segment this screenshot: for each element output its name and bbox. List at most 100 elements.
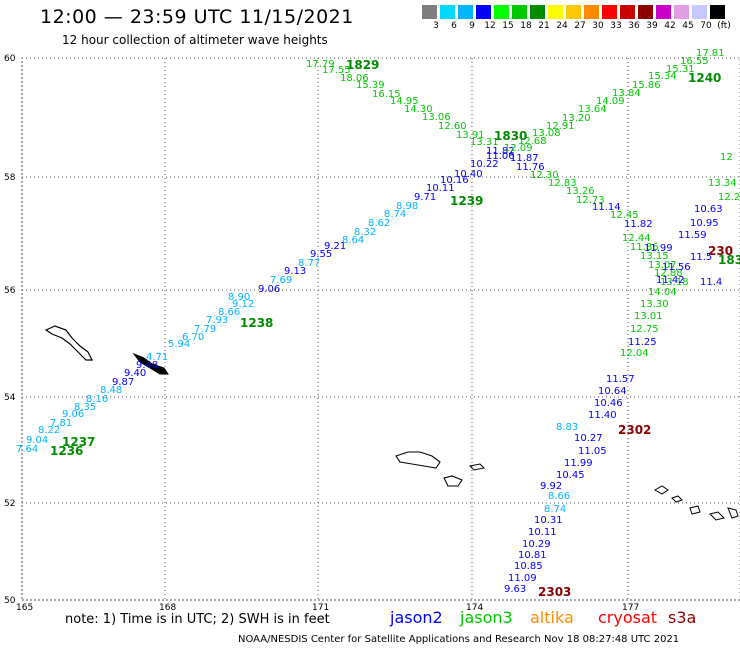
swh-value: 13.30	[640, 299, 669, 310]
colorbar-label: 30	[592, 21, 604, 31]
swh-value: 7.93	[206, 315, 228, 326]
swh-value: 12.44	[622, 233, 651, 244]
colorbar-swatch	[602, 5, 617, 19]
swh-value: 17.55	[322, 65, 351, 76]
map-title: 12:00 — 23:59 UTC 11/15/2021	[40, 6, 354, 28]
footer-note: note: 1) Time is in UTC; 2) SWH is in fe…	[65, 612, 330, 627]
colorbar-label: 12	[484, 21, 496, 31]
swh-value: 9.40	[124, 368, 146, 379]
swh-value: 10.22	[470, 159, 499, 170]
swh-value: 11.4	[700, 277, 722, 288]
swh-value: 15.34	[648, 71, 677, 82]
islet-1	[468, 463, 486, 471]
colorbar-swatch	[710, 5, 725, 19]
swh-value: 7.79	[194, 324, 216, 335]
time-label: 1239	[450, 194, 483, 208]
colorbar-swatch	[548, 5, 563, 19]
swh-value: 12.60	[438, 121, 467, 132]
swh-value: 8.90	[228, 292, 250, 303]
swh-value: 11.82	[624, 219, 653, 230]
swh-value: 13.91	[456, 130, 485, 141]
swh-value: 8.64	[342, 235, 364, 246]
swh-value: 10.95	[690, 218, 719, 229]
lat-label: 50	[4, 596, 16, 606]
lat-label: 56	[4, 286, 16, 296]
swh-value: 10.63	[694, 204, 723, 215]
swh-value: 11.05	[578, 446, 607, 457]
colorbar-label: 27	[574, 21, 586, 31]
legend-altika: altika	[530, 608, 574, 627]
landmasses	[44, 325, 739, 521]
swh-value: 12.30	[530, 170, 559, 181]
swh-value: 15.39	[356, 80, 385, 91]
swh-value: 12.83	[548, 178, 577, 189]
swh-value: 14.95	[390, 96, 419, 107]
colorbar-swatch	[566, 5, 581, 19]
colorbar-swatch	[584, 5, 599, 19]
lon-label: 177	[622, 603, 639, 613]
swh-value: 9.04	[26, 435, 48, 446]
colorbar-swatch	[620, 5, 635, 19]
swh-value: 9.92	[540, 481, 562, 492]
colorbar-swatch	[638, 5, 653, 19]
colorbar-label: 45	[682, 21, 694, 31]
graticule	[21, 57, 740, 601]
lat-label: 60	[4, 54, 16, 64]
swh-value: 7.81	[50, 418, 72, 429]
swh-value: 10.31	[534, 515, 563, 526]
lon-label: 165	[16, 603, 33, 613]
lon-label: 174	[466, 603, 483, 613]
swh-value: 15.86	[632, 80, 661, 91]
swh-value: 16.15	[372, 89, 401, 100]
swh-value: 14.30	[404, 104, 433, 115]
colorbar-label: 18	[520, 21, 532, 31]
swh-value: 9.55	[310, 249, 332, 260]
swh-value: 9.87	[112, 377, 134, 388]
swh-value: 8.74	[384, 209, 406, 220]
map-frame	[21, 57, 740, 601]
swh-value: 10.85	[514, 561, 543, 572]
swh-value: 7.64	[16, 444, 38, 455]
time-label: 1237	[62, 435, 95, 449]
swh-value: 13.26	[566, 186, 595, 197]
time-label: 2302	[618, 423, 651, 437]
swh-value: 11.86	[630, 242, 659, 253]
colorbar-label: 15	[502, 21, 514, 31]
swh-value: 17.79	[306, 59, 335, 70]
colorbar-label: 70	[700, 21, 712, 31]
swh-value: 11.59	[678, 230, 707, 241]
swh-value: 12.2	[718, 192, 740, 203]
colorbar-swatch	[674, 5, 689, 19]
colorbar-label: 33	[610, 21, 622, 31]
legend-s3a: s3a	[668, 608, 697, 627]
swh-value: 8.48	[100, 385, 122, 396]
colorbar-swatch	[422, 5, 437, 19]
swh-value: 12.88	[654, 268, 683, 279]
swh-value: 18.06	[340, 73, 369, 84]
swh-value: 11.99	[644, 243, 673, 254]
swh-value: 13.18	[660, 277, 689, 288]
swh-value: 12.09	[504, 143, 533, 154]
lon-label: 168	[159, 603, 176, 613]
legend-jason3: jason3	[460, 608, 513, 627]
swh-value: 16.55	[680, 56, 709, 67]
swh-value: 5.94	[168, 339, 190, 350]
islets-east	[653, 485, 739, 521]
time-label: 1829	[346, 58, 379, 72]
swh-value: 10.46	[594, 398, 623, 409]
swh-value: 10.40	[454, 169, 483, 180]
swh-value: 11.57	[606, 374, 635, 385]
swh-value: 13.64	[578, 104, 607, 115]
swh-value: 8.74	[544, 504, 566, 515]
time-label: 1240	[688, 71, 721, 85]
swh-value: 8.16	[86, 394, 108, 405]
swh-value: 13.15	[640, 251, 669, 262]
swh-value: 10.16	[440, 175, 469, 186]
swh-value: 12.91	[546, 121, 575, 132]
swh-value: 12.04	[620, 348, 649, 359]
map-subtitle: 12 hour collection of altimeter wave hei…	[62, 33, 328, 47]
swh-value: 13.07	[648, 260, 677, 271]
swh-value: 7.69	[270, 275, 292, 286]
swh-value: 8.83	[556, 422, 578, 433]
